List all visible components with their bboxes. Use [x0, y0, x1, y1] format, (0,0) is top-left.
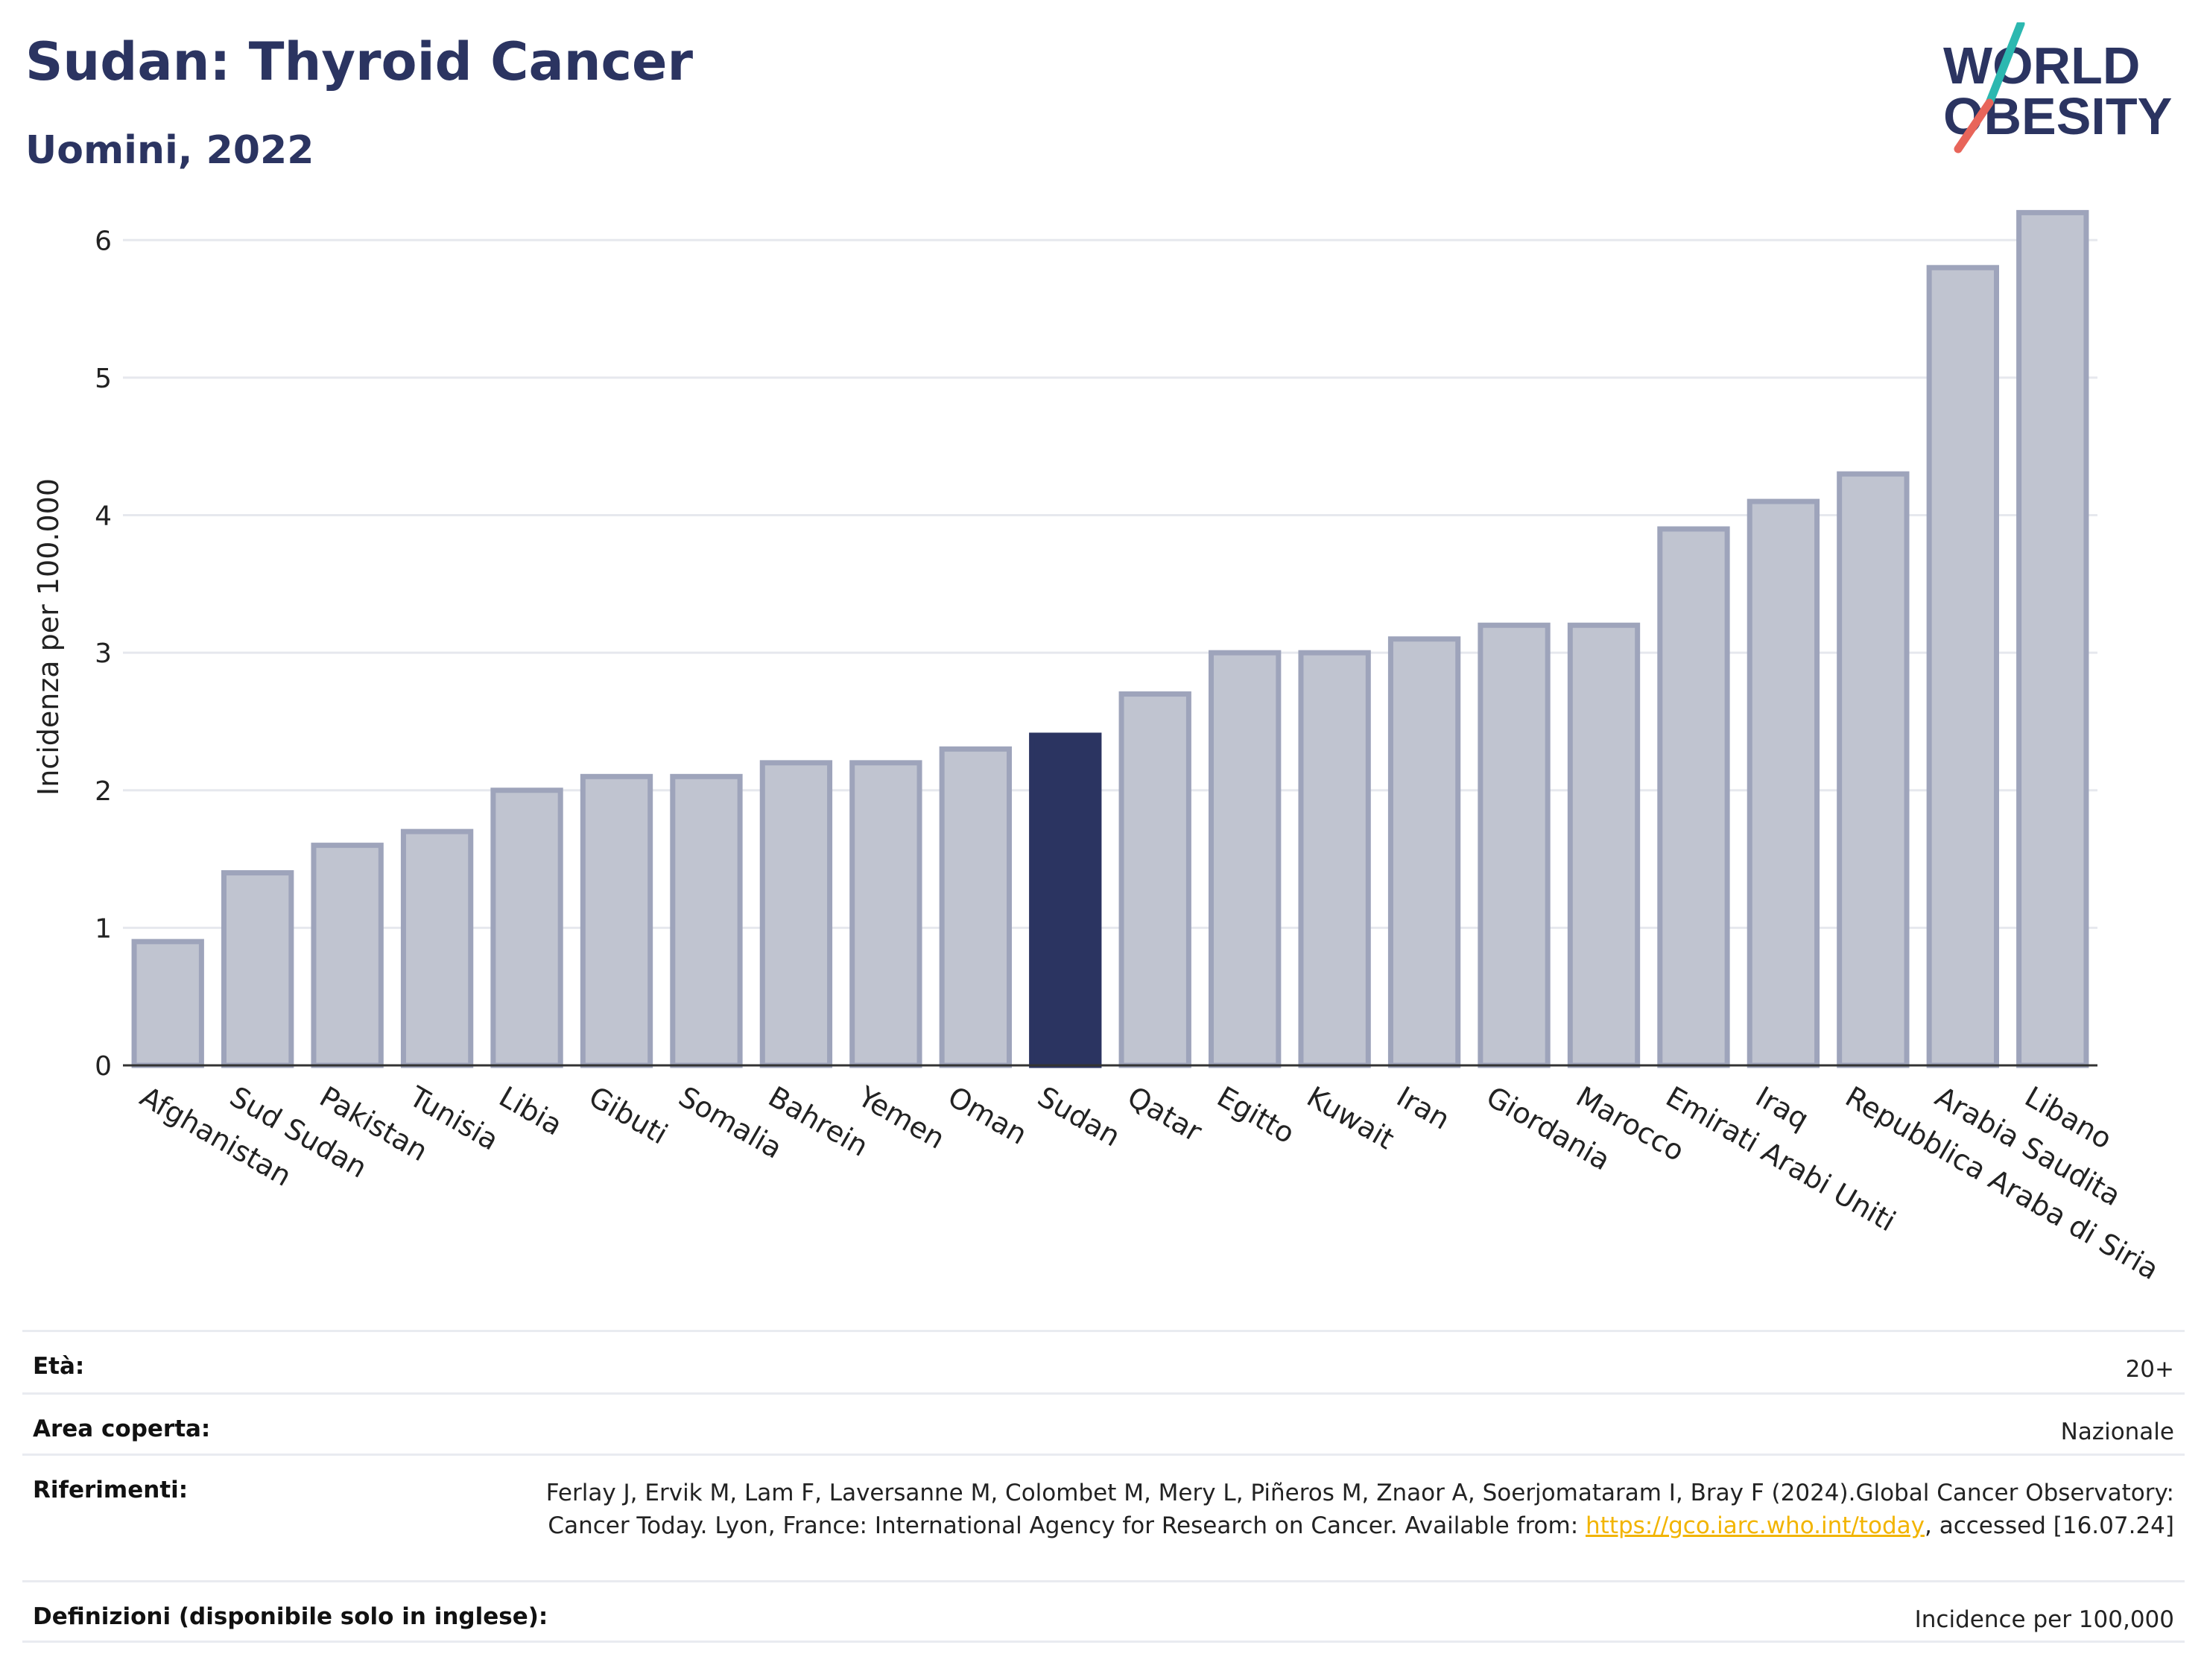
bar-gibuti	[580, 773, 653, 1068]
bar-sud-sudan	[221, 870, 294, 1068]
y-tick-label: 6	[95, 226, 112, 256]
bar-afghanistan	[131, 939, 204, 1068]
x-tick-label: Gibuti	[583, 1080, 673, 1151]
bar-egitto	[1209, 650, 1282, 1068]
meta-value-area: Nazionale	[2060, 1419, 2174, 1445]
y-tick-label: 4	[95, 501, 112, 532]
bar-bahrein	[759, 760, 833, 1068]
meta-label-age: Età:	[33, 1353, 85, 1380]
logo-red-stroke	[1954, 98, 1994, 153]
bar-libia	[490, 787, 563, 1068]
bar-yemen	[849, 760, 922, 1068]
meta-row-definitions: Definizioni (disponibile solo in inglese…	[22, 1580, 2185, 1643]
x-tick-label: Somalia	[673, 1080, 788, 1165]
reference-text: Ferlay J, Ervik M, Lam F, Laversanne M, …	[545, 1480, 2174, 1539]
meta-value-references: Ferlay J, Ervik M, Lam F, Laversanne M, …	[535, 1477, 2174, 1542]
metadata-table: Età: 20+ Area coperta: Nazionale Riferim…	[22, 1330, 2185, 1643]
x-tick-label: Afghanistan	[135, 1080, 297, 1193]
y-tick-label: 2	[95, 776, 112, 807]
x-tick-label: Iran	[1391, 1080, 1455, 1136]
bar-somalia	[670, 773, 743, 1068]
bar-sudan	[1029, 732, 1102, 1068]
world-obesity-logo: WORLD OBESITY	[1943, 22, 2172, 153]
bar-tunisia	[400, 828, 474, 1068]
meta-value-definitions: Incidence per 100,000	[1914, 1606, 2174, 1633]
x-tick-label: Libia	[494, 1080, 569, 1142]
meta-value-age: 20+	[2125, 1356, 2174, 1383]
page-subtitle: Uomini, 2022	[25, 128, 314, 173]
reference-link[interactable]: https://gco.iarc.who.int/today	[1586, 1512, 1925, 1539]
bar-pakistan	[311, 843, 384, 1068]
y-axis-title: Incidenza per 100.000	[32, 478, 65, 796]
reference-accessed: , accessed [16.07.24]	[1924, 1512, 2174, 1539]
meta-label-references: Riferimenti:	[33, 1477, 189, 1503]
bar-marocco	[1567, 622, 1641, 1068]
x-tick-label: Kuwait	[1302, 1080, 1400, 1156]
y-tick-label: 0	[95, 1051, 112, 1082]
page-title: Sudan: Thyroid Cancer	[25, 31, 694, 92]
x-tick-label: Oman	[943, 1080, 1033, 1151]
meta-label-area: Area coperta:	[33, 1416, 211, 1442]
bar-arabia-saudita	[1926, 264, 1999, 1068]
bar-libano	[2016, 209, 2089, 1068]
meta-row-area: Area coperta: Nazionale	[22, 1392, 2185, 1454]
bar-oman	[939, 746, 1012, 1068]
meta-row-references: Riferimenti: Ferlay J, Ervik M, Lam F, L…	[22, 1454, 2185, 1580]
x-tick-label: Egitto	[1212, 1080, 1300, 1150]
y-tick-label: 1	[95, 913, 112, 944]
bar-emirati-arabi-uniti	[1657, 526, 1730, 1068]
bar-repubblica-araba-di-siria	[1837, 471, 1910, 1068]
y-tick-label: 3	[95, 638, 112, 669]
y-axis-ticks: 0 1 2 3 4 5 6	[95, 226, 112, 1082]
bar-qatar	[1118, 691, 1191, 1068]
bar-kuwait	[1298, 650, 1371, 1068]
bar-iran	[1387, 636, 1461, 1068]
y-tick-label: 5	[95, 364, 112, 394]
logo-teal-stroke	[1985, 22, 2025, 107]
bars	[131, 209, 2089, 1068]
x-tick-label: Qatar	[1122, 1080, 1208, 1149]
bar-iraq	[1747, 498, 1820, 1068]
bar-giordania	[1478, 622, 1551, 1068]
logo-word-world: WORLD	[1943, 37, 2140, 95]
x-tick-label: Sudan	[1032, 1080, 1126, 1153]
meta-label-definitions: Definizioni (disponibile solo in inglese…	[33, 1603, 548, 1630]
meta-row-age: Età: 20+	[22, 1330, 2185, 1392]
